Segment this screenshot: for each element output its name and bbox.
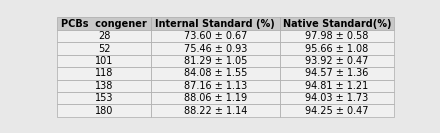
Bar: [279, 92, 394, 104]
Text: 87.16 ± 1.13: 87.16 ± 1.13: [184, 81, 247, 91]
Bar: [57, 18, 151, 30]
Bar: [151, 80, 279, 92]
Text: 52: 52: [98, 43, 110, 54]
Text: 153: 153: [95, 93, 113, 103]
Bar: [151, 104, 279, 117]
Text: 94.25 ± 0.47: 94.25 ± 0.47: [305, 106, 369, 116]
Bar: [57, 80, 151, 92]
Bar: [279, 80, 394, 92]
Text: 180: 180: [95, 106, 113, 116]
Bar: [57, 104, 151, 117]
Bar: [57, 67, 151, 80]
Bar: [279, 104, 394, 117]
Text: 73.60 ± 0.67: 73.60 ± 0.67: [183, 31, 247, 41]
Text: 28: 28: [98, 31, 110, 41]
Text: 138: 138: [95, 81, 113, 91]
Bar: [151, 92, 279, 104]
Text: 81.29 ± 1.05: 81.29 ± 1.05: [183, 56, 247, 66]
Text: Native Standard(%): Native Standard(%): [282, 19, 391, 29]
Text: 88.22 ± 1.14: 88.22 ± 1.14: [183, 106, 247, 116]
Text: 94.03 ± 1.73: 94.03 ± 1.73: [305, 93, 369, 103]
Bar: [151, 18, 279, 30]
Text: PCBs  congener: PCBs congener: [61, 19, 147, 29]
Bar: [279, 67, 394, 80]
Text: 75.46 ± 0.93: 75.46 ± 0.93: [183, 43, 247, 54]
Bar: [279, 42, 394, 55]
Text: 101: 101: [95, 56, 113, 66]
Text: 88.06 ± 1.19: 88.06 ± 1.19: [184, 93, 247, 103]
Text: 95.66 ± 1.08: 95.66 ± 1.08: [305, 43, 369, 54]
Bar: [151, 30, 279, 42]
Text: 94.81 ± 1.21: 94.81 ± 1.21: [305, 81, 369, 91]
Text: 118: 118: [95, 68, 113, 78]
Text: 84.08 ± 1.55: 84.08 ± 1.55: [183, 68, 247, 78]
Text: 93.92 ± 0.47: 93.92 ± 0.47: [305, 56, 369, 66]
Bar: [279, 55, 394, 67]
Bar: [151, 55, 279, 67]
Text: 94.57 ± 1.36: 94.57 ± 1.36: [305, 68, 369, 78]
Text: Internal Standard (%): Internal Standard (%): [155, 19, 275, 29]
Bar: [57, 55, 151, 67]
Bar: [279, 30, 394, 42]
Bar: [57, 30, 151, 42]
Text: 97.98 ± 0.58: 97.98 ± 0.58: [305, 31, 369, 41]
Bar: [57, 42, 151, 55]
Bar: [57, 92, 151, 104]
Bar: [151, 42, 279, 55]
Bar: [279, 18, 394, 30]
Bar: [151, 67, 279, 80]
